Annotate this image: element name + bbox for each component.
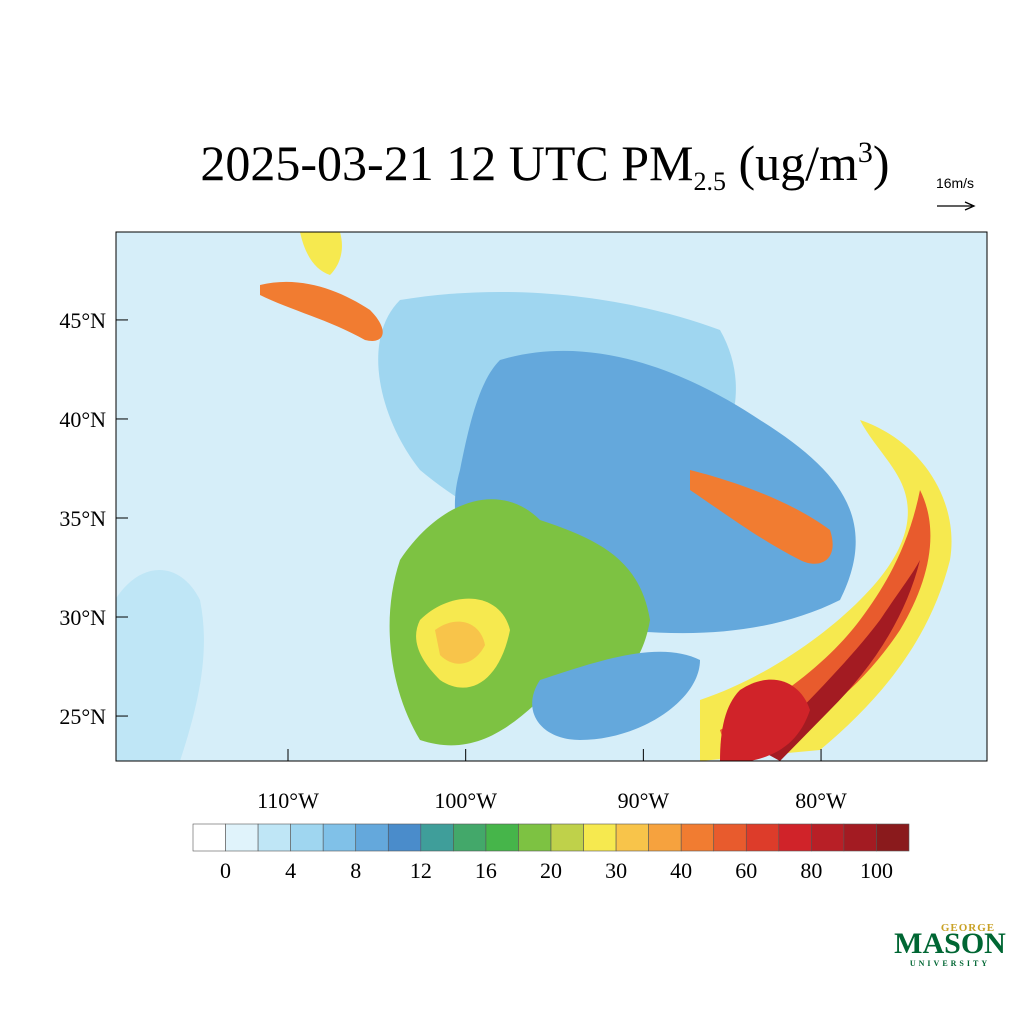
y-tick-label: 40°N (59, 407, 106, 432)
colorbar-box (322, 823, 357, 852)
colorbar-label: 40 (670, 858, 692, 883)
colorbar-label: 12 (410, 858, 432, 883)
title-sup: 3 (858, 136, 873, 169)
colorbar-box (518, 823, 552, 852)
colorbar-label: 4 (285, 858, 296, 883)
x-tick-label: 80°W (795, 788, 847, 813)
colorbar-label: 20 (540, 858, 562, 883)
title-main: 2025-03-21 12 UTC PM (200, 135, 693, 191)
y-tick-label: 25°N (59, 704, 106, 729)
colorbar-label: 8 (350, 858, 361, 883)
colorbar-box (778, 823, 812, 852)
colorbar-box (453, 823, 487, 852)
x-tick-label: 100°W (434, 788, 497, 813)
colorbar-label: 16 (475, 858, 497, 883)
y-tick-label: 35°N (59, 506, 106, 531)
x-tick-label: 110°W (257, 788, 319, 813)
colorbar-box (257, 823, 291, 852)
wind-reference-arrow (937, 201, 976, 211)
title: 2025-03-21 12 UTC PM2.5 (ug/m3) (200, 135, 889, 196)
colorbar-box (811, 823, 845, 852)
y-tick-label: 30°N (59, 605, 106, 630)
colorbar-box (192, 823, 226, 852)
colorbar-box (876, 823, 910, 852)
logo-bottom: UNIVERSITY (910, 959, 990, 968)
logo-main: MASON (894, 927, 1006, 960)
logo: GEORGE MASON UNIVERSITY (894, 922, 1006, 968)
colorbar-box (583, 823, 617, 852)
colorbar-label: 60 (735, 858, 757, 883)
colorbar-box (290, 823, 324, 852)
colorbar-label: 100 (860, 858, 893, 883)
wind-reference-label: 16m/s (936, 175, 974, 191)
colorbar-box (485, 823, 519, 852)
colorbar-box (355, 823, 389, 852)
colorbar-label: 30 (605, 858, 627, 883)
colorbar-label: 0 (220, 858, 231, 883)
colorbar-box (225, 823, 259, 852)
title-close: ) (873, 135, 890, 191)
logo-top: GEORGE (941, 922, 995, 934)
colorbar-box (680, 823, 715, 852)
x-tick-label: 90°W (618, 788, 670, 813)
colorbar-box (420, 823, 454, 852)
colorbar-box (843, 823, 877, 852)
colorbar-box (648, 823, 682, 852)
colorbar-box (387, 823, 422, 852)
title-sub: 2.5 (693, 167, 726, 196)
colorbar-box (713, 823, 747, 852)
title-unit: (ug/m (726, 135, 858, 191)
colorbar-label: 80 (800, 858, 822, 883)
y-tick-label: 45°N (59, 308, 106, 333)
colorbar-box (745, 823, 780, 852)
colorbar-box (550, 823, 584, 852)
map-frame (115, 231, 988, 762)
concentration-field (116, 232, 987, 761)
colorbar-box (615, 823, 649, 852)
